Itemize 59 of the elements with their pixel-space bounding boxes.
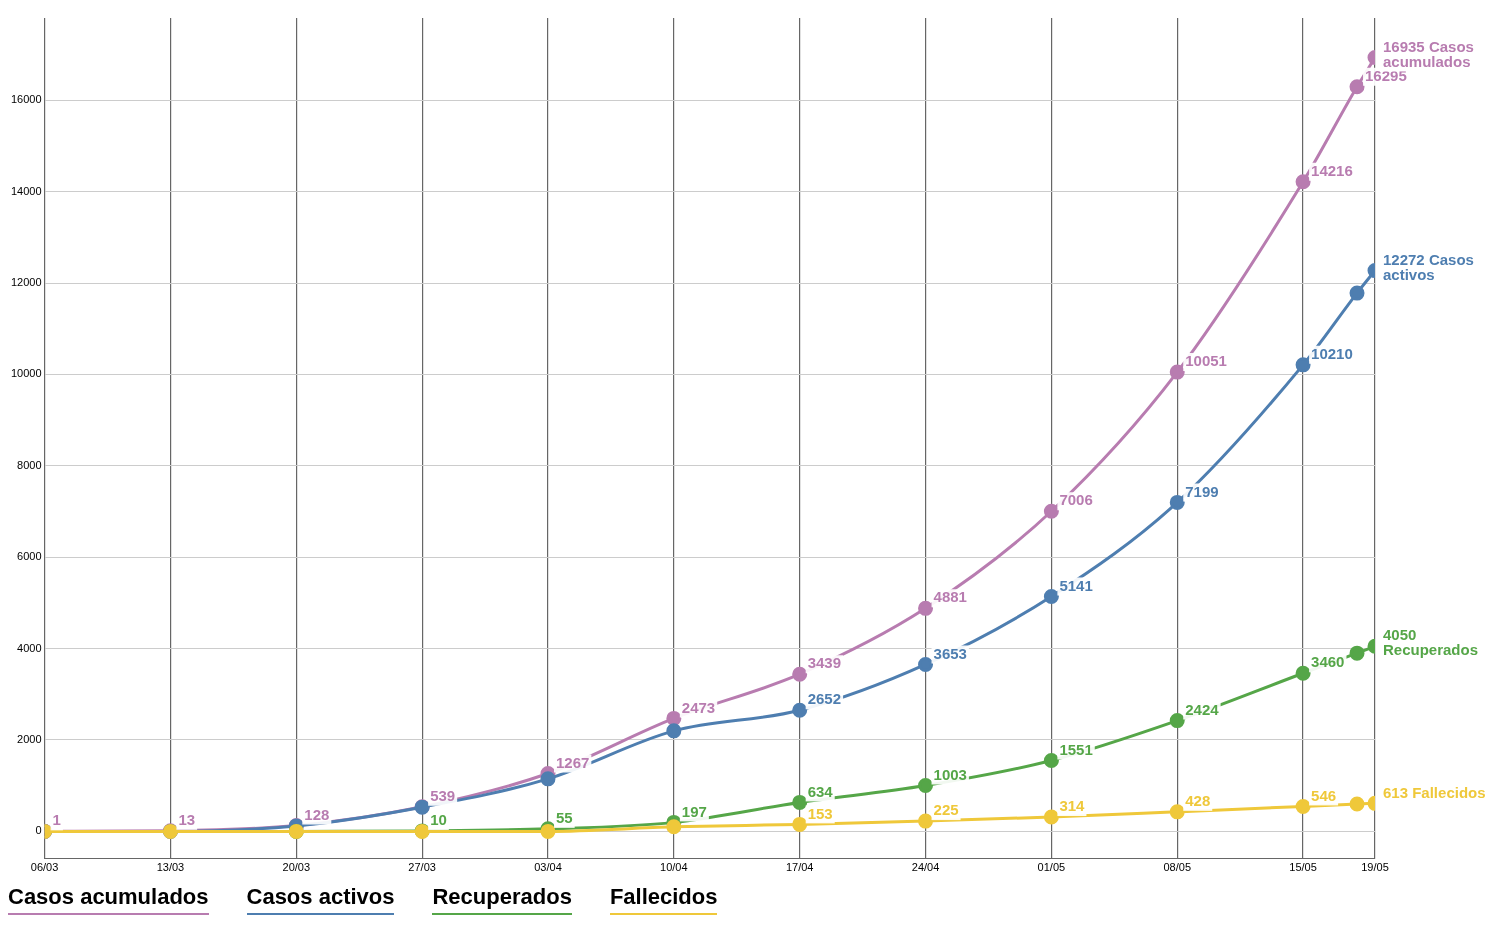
data-label: 2473 [681,698,716,716]
data-label: 1551 [1059,740,1093,758]
data-label: 10210 [1311,344,1353,362]
x-tick-label: 10/04 [660,861,688,874]
data-label: 1003 [933,765,967,783]
text: Casos activos [246,884,395,915]
data-label: 613 Fallecidos [1383,783,1486,801]
data-label: 3460 [1311,653,1345,671]
y-tick-label: 2000 [17,733,42,746]
data-label: 1267 [555,753,590,771]
data-label: 5141 [1059,576,1093,594]
data-label: 3439 [807,654,842,672]
data-label: 10 [430,811,447,829]
data-label: 225 [933,801,959,819]
data-label: 16935 Casos acumulados [1383,37,1474,70]
data-label: 13 [178,810,196,828]
text: Recuperados [432,884,572,915]
data-label: 4881 [933,588,967,606]
x-tick-label: 13/03 [156,861,185,874]
y-tick-label: 14000 [10,184,42,197]
x-tick-label: 24/04 [911,861,940,874]
data-label: 14216 [1311,161,1353,179]
x-tick-label: 27/03 [408,861,436,874]
data-label: 10051 [1185,352,1227,370]
text: Fallecidos [609,884,718,915]
text: Casos acumulados [8,884,209,915]
data-label: 546 [1311,786,1337,804]
x-tick-label: 15/05 [1289,861,1317,874]
data-label: 4050 Recuperados [1383,626,1479,659]
data-label: 539 [430,786,456,804]
data-label: 12272 Casos activos [1383,250,1474,283]
data-label: 314 [1059,797,1086,815]
data-label: 7199 [1185,482,1219,500]
data-label: 128 [304,805,330,823]
data-label: 7006 [1059,491,1093,509]
y-tick-label: 4000 [17,641,42,654]
x-tick-label: 03/04 [534,861,562,874]
data-label: 3653 [933,644,967,662]
y-tick-label: 12000 [10,276,42,289]
data-label: 55 [555,809,573,827]
x-tick-label: 08/05 [1163,861,1191,874]
y-tick-label: 0 [35,824,42,837]
x-tick-label: 01/05 [1037,861,1066,874]
data-label: 2424 [1185,700,1220,718]
data-label: 2652 [807,690,842,708]
x-tick-label: 20/03 [282,861,311,874]
y-tick-label: 16000 [10,93,42,106]
data-label: 197 [681,802,707,820]
data-label: 634 [807,782,834,800]
data-label: 428 [1185,791,1211,809]
y-tick-label: 10000 [10,367,42,380]
data-label: 153 [807,804,833,822]
y-tick-label: 6000 [17,550,42,563]
data-label: 16295 [1365,66,1407,84]
data-label: 1 [52,811,61,829]
x-tick-label: 19/05 [1361,861,1389,874]
y-tick-label: 8000 [17,458,42,471]
x-tick-label: 17/04 [785,861,814,874]
x-tick-label: 06/03 [30,861,59,874]
